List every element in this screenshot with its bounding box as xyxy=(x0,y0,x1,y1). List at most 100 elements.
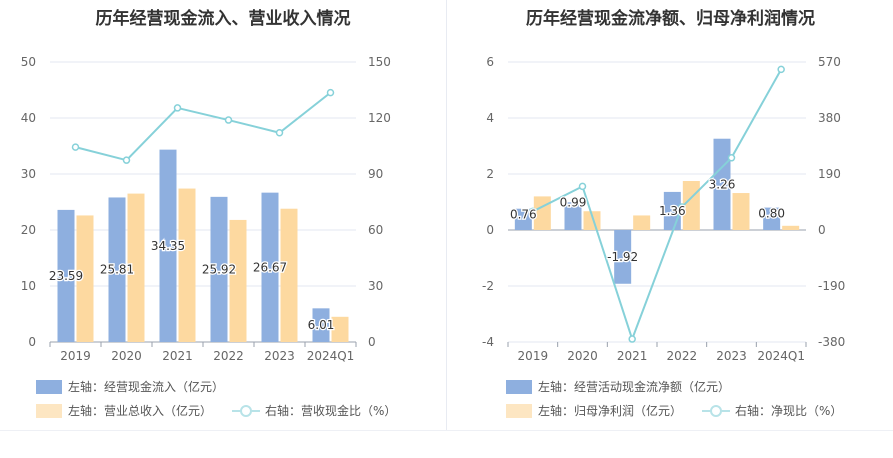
right-axis-tick-label: 0 xyxy=(368,335,376,349)
ratio-point xyxy=(173,104,182,112)
bar-data-label: 34.35 xyxy=(151,239,185,253)
ratio-line xyxy=(75,91,332,162)
legend-swatch-orange xyxy=(36,403,62,418)
bottom-border xyxy=(0,430,893,431)
ratio-point xyxy=(71,143,80,151)
left-axis-tick-label: 0 xyxy=(28,335,36,349)
bar-primary xyxy=(614,230,632,284)
legend-label: 左轴：经营活动现金流净额（亿元） xyxy=(538,380,731,394)
left-axis-tick-label: 50 xyxy=(21,55,36,69)
ratio-point xyxy=(777,65,785,74)
ratio-point xyxy=(122,156,131,164)
x-axis-tick-label: 2021 xyxy=(617,349,648,363)
chart-title: 历年经营现金流入、营业收入情况 xyxy=(95,9,351,29)
ratio-point xyxy=(628,335,636,343)
x-axis-tick-label: 2023 xyxy=(716,349,747,363)
x-axis-tick-label: 2020 xyxy=(111,349,142,363)
legend-item-net-profit[interactable]: 左轴：归母净利润（亿元） xyxy=(506,402,682,419)
ratio-point xyxy=(678,203,686,211)
bar-secondary xyxy=(127,193,145,342)
legend-label: 右轴：净现比（%） xyxy=(735,404,843,418)
right-axis-tick-label: 90 xyxy=(368,167,383,181)
legend-label: 左轴：经营现金流入（亿元） xyxy=(68,380,225,394)
bar-secondary xyxy=(633,215,651,230)
legend-swatch-blue xyxy=(506,379,532,394)
x-axis-tick-label: 2024Q1 xyxy=(307,349,355,363)
ratio-point xyxy=(326,88,335,97)
ratio-point xyxy=(275,128,284,137)
legend-item-net-cash-ratio[interactable]: 右轴：净现比（%） xyxy=(702,402,842,419)
left-axis-tick-label: 30 xyxy=(21,167,36,181)
left-axis-tick-label: 10 xyxy=(21,279,36,293)
x-axis-tick-label: 2019 xyxy=(518,349,549,363)
chart-title: 历年经营现金流净额、归母净利润情况 xyxy=(526,9,815,29)
bar-primary xyxy=(261,192,279,342)
right-axis-tick-label: 380 xyxy=(818,111,841,125)
x-axis-tick-label: 2019 xyxy=(60,349,91,363)
bar-primary xyxy=(108,197,126,342)
right-axis-tick-label: 60 xyxy=(368,223,383,237)
right-axis-tick-label: 0 xyxy=(818,223,826,237)
legend-swatch-orange xyxy=(506,403,532,418)
legend-line-icon xyxy=(702,404,730,417)
x-axis-tick-label: 2024Q1 xyxy=(757,349,805,363)
legend-label: 左轴：营业总收入（亿元） xyxy=(68,404,213,418)
bar-secondary xyxy=(331,316,349,342)
bar-data-label: 0.99 xyxy=(560,195,587,209)
x-axis-tick-label: 2023 xyxy=(264,349,295,363)
left-axis-tick-label: -4 xyxy=(482,335,494,349)
bar-data-label: 23.59 xyxy=(49,269,83,283)
panel-divider xyxy=(446,0,447,430)
ratio-point xyxy=(224,116,233,124)
bar-secondary xyxy=(732,193,750,230)
left-axis-tick-label: 6 xyxy=(486,55,494,69)
bar-data-label: 25.81 xyxy=(100,263,134,277)
x-axis-tick-label: 2020 xyxy=(567,349,598,363)
legend-label: 右轴：营收现金比（%） xyxy=(265,404,397,418)
right-axis-tick-label: 150 xyxy=(368,55,391,69)
bar-data-label: 1.36 xyxy=(659,204,686,218)
bar-data-label: 3.26 xyxy=(709,177,736,191)
bar-secondary xyxy=(583,211,601,230)
x-axis-tick-label: 2022 xyxy=(213,349,244,363)
right-axis-tick-label: 30 xyxy=(368,279,383,293)
legend-swatch-blue xyxy=(36,379,62,394)
x-axis-tick-label: 2022 xyxy=(667,349,698,363)
legend-label: 左轴：归母净利润（亿元） xyxy=(538,404,683,418)
bar-secondary xyxy=(782,225,800,230)
right-axis-tick-label: 570 xyxy=(818,55,841,69)
bar-primary xyxy=(312,308,330,342)
bar-secondary xyxy=(76,215,94,342)
cashflow-revenue-panel: 历年经营现金流入、营业收入情况 0 10 20 30 40 50 0 30 60 90 120 150… xyxy=(0,0,446,430)
bar-primary xyxy=(564,202,582,230)
right-axis-tick-label: 120 xyxy=(368,111,391,125)
legend-item-cash-ratio[interactable]: 右轴：营收现金比（%） xyxy=(232,402,396,419)
ratio-line xyxy=(532,68,783,343)
bar-secondary xyxy=(280,208,298,342)
left-axis-tick-label: 20 xyxy=(21,223,36,237)
right-axis-tick-label: -380 xyxy=(818,335,845,349)
right-axis-tick-label: 190 xyxy=(818,167,841,181)
legend-item-net-cashflow[interactable]: 左轴：经营活动现金流净额（亿元） xyxy=(506,378,730,395)
legend-item-cash-inflow[interactable]: 左轴：经营现金流入（亿元） xyxy=(36,378,224,395)
left-axis-tick-label: 40 xyxy=(21,111,36,125)
bar-primary xyxy=(210,196,228,342)
netcash-profit-chart: -4 -2 0 2 4 6 -380 -190 0 190 380 570 2019 2020 2021 20… xyxy=(482,55,845,363)
left-axis-tick-label: 2 xyxy=(486,167,494,181)
right-axis-tick-label: -190 xyxy=(818,279,845,293)
bar-primary xyxy=(159,149,177,342)
bar-primary xyxy=(763,207,781,230)
bar-primary xyxy=(713,138,731,230)
bar-data-label: 26.67 xyxy=(253,260,287,274)
netcash-profit-panel: 历年经营现金流净额、归母净利润情况 -4 -2 0 2 4 6 -380 -190 0 190 38… xyxy=(448,0,893,430)
ratio-point xyxy=(727,154,736,162)
bar-data-label: 0.80 xyxy=(758,207,785,221)
ratio-point xyxy=(529,207,537,216)
bar-data-label: 0.76 xyxy=(510,208,537,222)
bar-data-label: -1.92 xyxy=(607,250,638,264)
legend-item-revenue[interactable]: 左轴：营业总收入（亿元） xyxy=(36,402,212,419)
bar-primary xyxy=(514,208,532,230)
bar-data-label: 25.92 xyxy=(202,262,236,276)
left-axis-tick-label: -2 xyxy=(482,279,494,293)
left-axis-tick-label: 4 xyxy=(486,111,494,125)
